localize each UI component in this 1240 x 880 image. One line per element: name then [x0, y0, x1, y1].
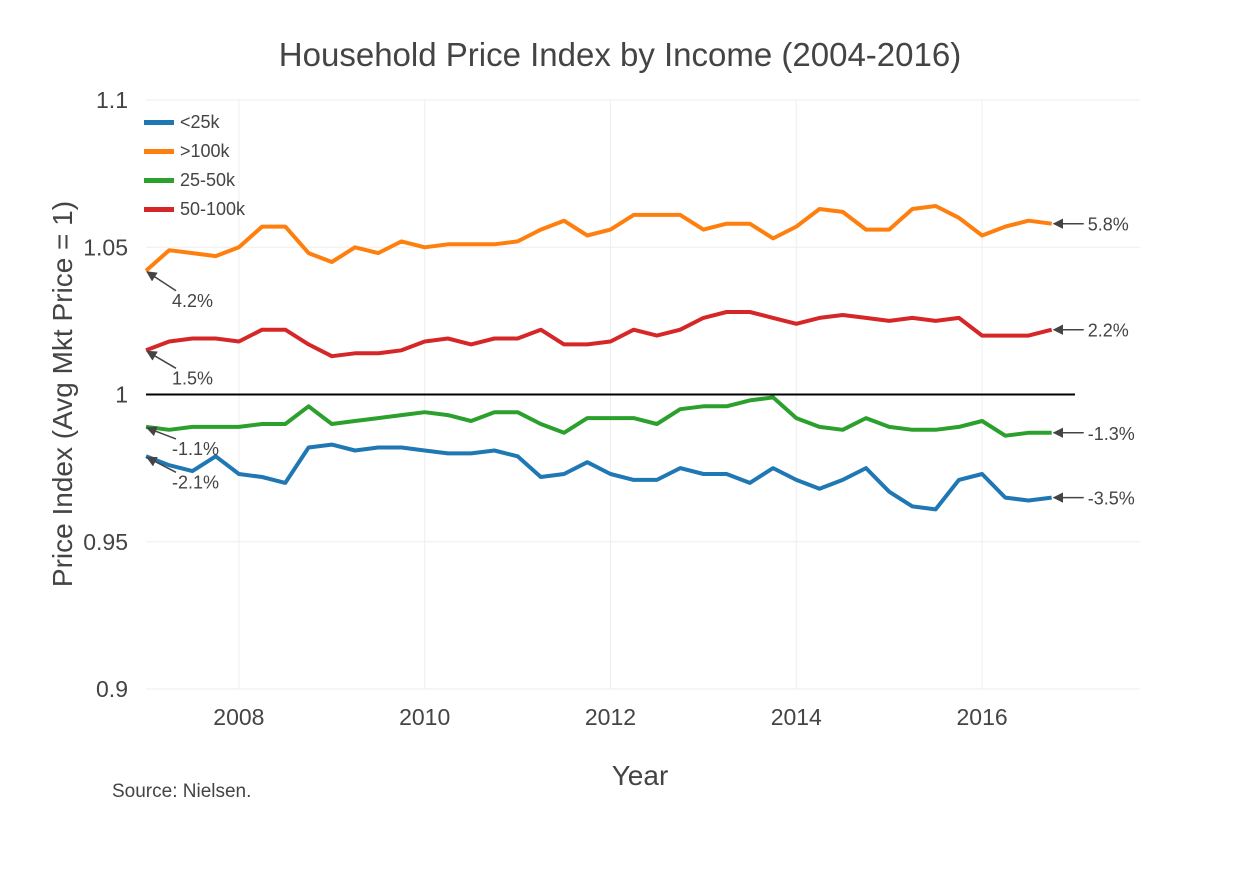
legend-label: 50-100k [180, 199, 246, 219]
legend-item[interactable]: 50-100k [144, 195, 245, 224]
series-line [145, 395, 1052, 438]
x-tick-label: 2016 [956, 704, 1007, 730]
x-tick-label: 2012 [585, 704, 636, 730]
series-layer [144, 204, 1053, 512]
grid-layer [146, 99, 1140, 690]
series-line [145, 310, 1053, 359]
start-arrow [146, 426, 177, 440]
y-tick-label: 0.9 [96, 676, 128, 702]
x-axis-title: Year [611, 760, 669, 791]
legend-item[interactable]: <25k [144, 108, 245, 137]
chart-title: Household Price Index by Income (2004-20… [278, 36, 962, 73]
series-line [145, 442, 1052, 512]
legend-swatch [144, 207, 174, 212]
end-label: -3.5% [1088, 489, 1135, 509]
end-label: -1.3% [1088, 424, 1135, 444]
start-arrow [146, 271, 177, 292]
start-arrow [146, 456, 177, 474]
end-label: 5.8% [1088, 215, 1129, 235]
legend-item[interactable]: 25-50k [144, 166, 245, 195]
x-tick-label: 2014 [771, 704, 822, 730]
start-label: 4.2% [172, 291, 213, 311]
y-tick-label: 0.95 [83, 529, 128, 555]
legend-label: <25k [180, 112, 220, 132]
y-tick-label: 1.05 [83, 234, 128, 260]
start-arrow [146, 350, 177, 369]
legend-label: >100k [180, 141, 230, 161]
source-note: Source: Nielsen. [112, 781, 252, 802]
end-label: 2.2% [1088, 321, 1129, 341]
y-axis-title: Price Index (Avg Mkt Price = 1) [47, 200, 78, 588]
legend-label: 25-50k [180, 170, 236, 190]
y-tick-label: 1.1 [96, 87, 128, 113]
legend-swatch [144, 178, 174, 183]
x-tick-label: 2010 [399, 704, 450, 730]
legend-item[interactable]: >100k [144, 137, 245, 166]
legend-swatch [144, 149, 174, 154]
legend-swatch [144, 120, 174, 125]
series-line [144, 204, 1052, 273]
tick-layer: 0.9 0.95 1 1.05 1.1 2008 2010 2012 2014 2016 [83, 87, 1007, 730]
legend[interactable]: <25k >100k 25-50k 50-100k [144, 108, 245, 224]
annotation-layer: -3.5% -2.1% 5.8% 4.2% -1.3% -1.1% 2.2% 1.5% [146, 215, 1135, 509]
x-tick-label: 2008 [213, 704, 264, 730]
start-label: -1.1% [172, 439, 219, 459]
y-tick-label: 1 [115, 382, 128, 408]
start-label: -2.1% [172, 472, 219, 492]
start-label: 1.5% [172, 368, 213, 388]
